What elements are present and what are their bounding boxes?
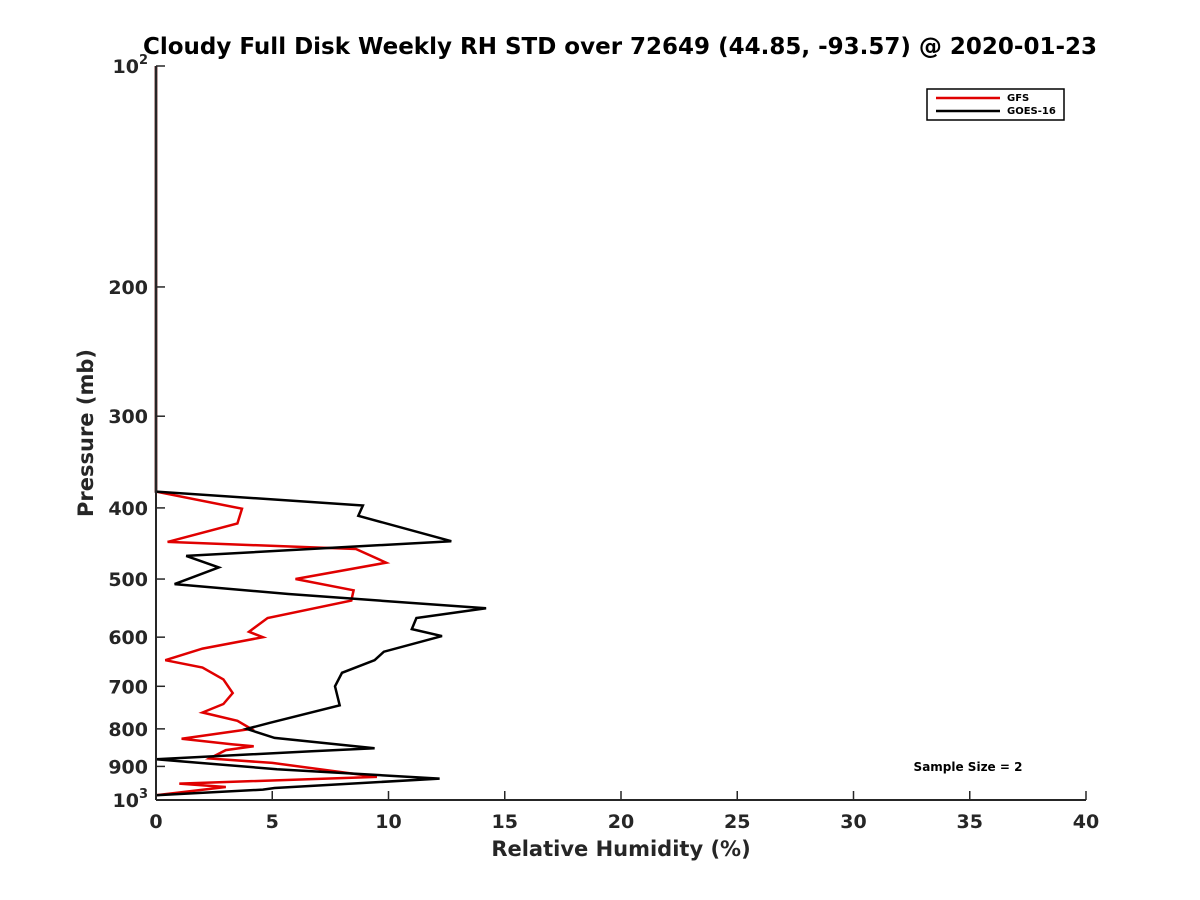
y-tick-label: 103: [113, 787, 149, 812]
legend-box: [926, 88, 1065, 121]
y-tick-label: 600: [108, 627, 148, 649]
series-line-goes-16: [154, 66, 487, 797]
y-tick-label: 900: [108, 756, 148, 778]
x-tick-label: 0: [149, 811, 162, 833]
legend-label-gfs: GFS: [1007, 93, 1029, 104]
legend-label-goes-16: GOES-16: [1007, 106, 1056, 117]
y-tick-label: 500: [108, 569, 148, 591]
x-tick-label: 15: [492, 811, 518, 833]
chart-title: Cloudy Full Disk Weekly RH STD over 7264…: [143, 34, 1097, 60]
x-tick-label: 40: [1073, 811, 1099, 833]
y-axis-label: Pressure (mb): [74, 349, 98, 517]
sample-size-annotation: Sample Size = 2: [914, 760, 1023, 774]
y-tick-label: 102: [113, 53, 149, 78]
x-tick-label: 25: [724, 811, 750, 833]
y-tick-label: 400: [108, 498, 148, 520]
y-tick-label: 700: [108, 676, 148, 698]
y-tick-label: 300: [108, 406, 148, 428]
x-tick-label: 10: [375, 811, 401, 833]
y-tick-label: 800: [108, 719, 148, 741]
x-axis-ticks: 0 5 10 15 20 25 30 35 40: [149, 791, 1099, 833]
series-layer: [154, 66, 487, 797]
x-tick-label: 30: [840, 811, 866, 833]
y-axis-ticks: 102 200 300 400 500 600 700 800 900 103: [108, 53, 165, 812]
legend: GFS GOES-16: [926, 88, 1065, 121]
x-axis-label: Relative Humidity (%): [491, 837, 750, 861]
x-tick-label: 20: [608, 811, 634, 833]
y-tick-label: 200: [108, 277, 148, 299]
x-tick-label: 35: [957, 811, 983, 833]
series-line-gfs: [154, 66, 391, 797]
x-tick-label: 5: [266, 811, 279, 833]
plot-area: 0 5 10 15 20 25 30 35 40 102 200 300 400 500 600 700 80…: [108, 53, 1099, 833]
